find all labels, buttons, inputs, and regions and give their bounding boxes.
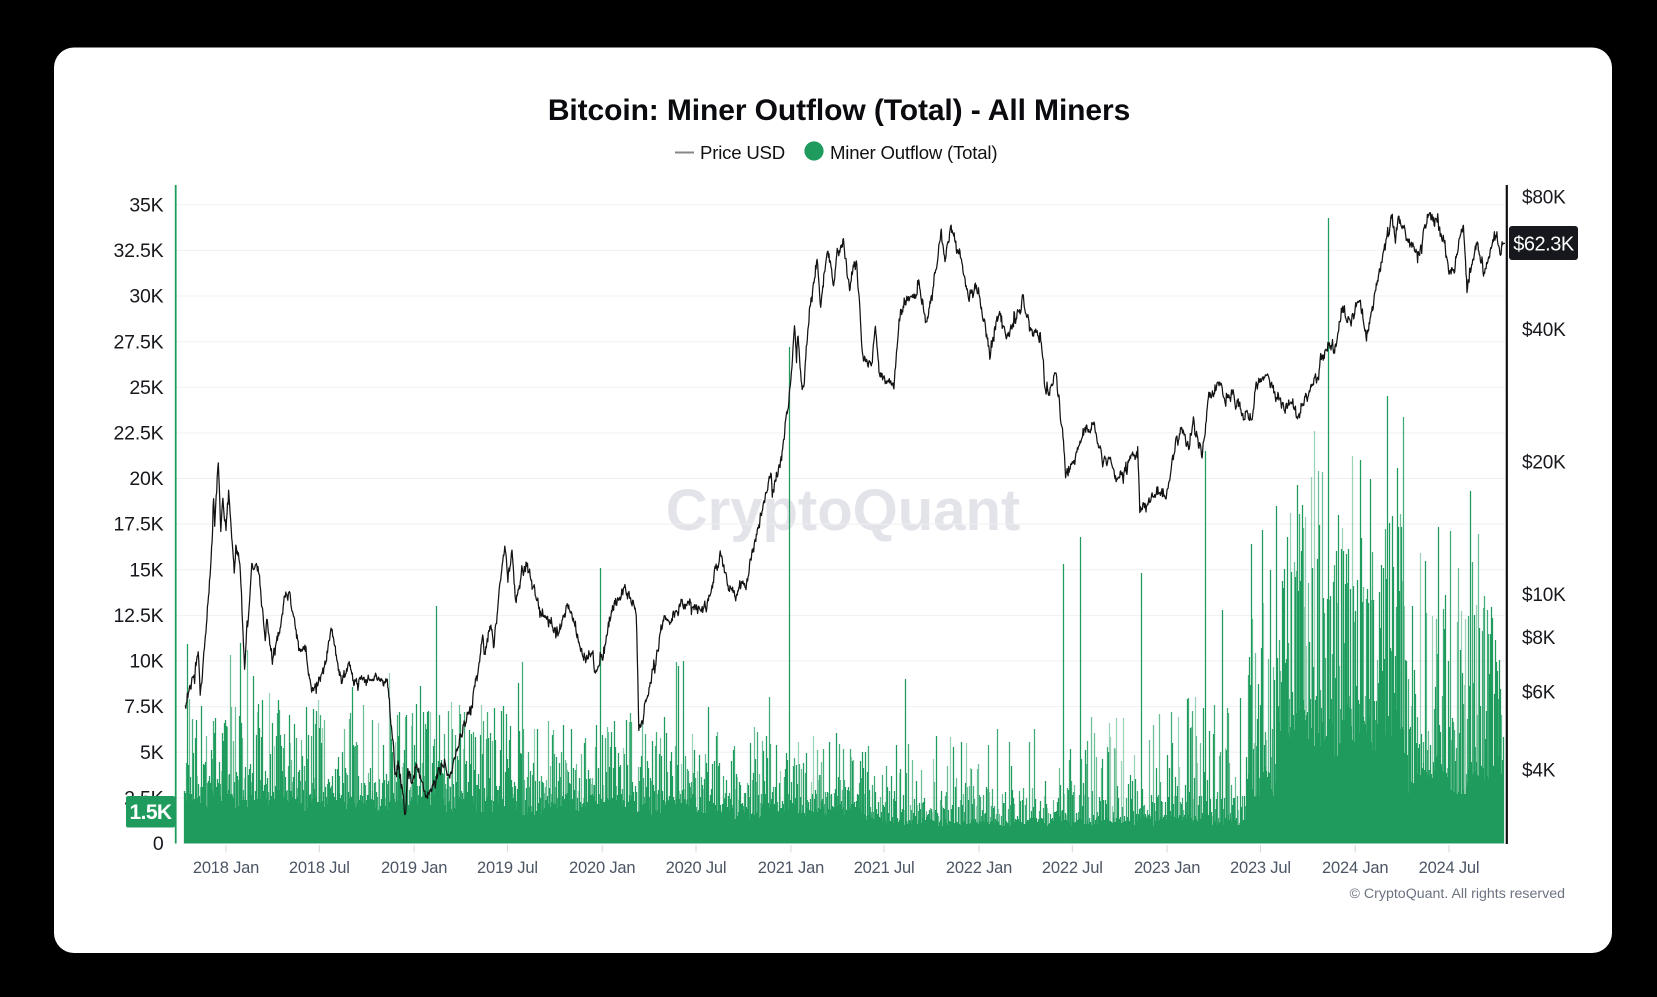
svg-text:$8K: $8K [1522, 628, 1556, 649]
svg-text:2024 Jul: 2024 Jul [1419, 859, 1480, 877]
svg-text:12.5K: 12.5K [114, 605, 164, 627]
svg-text:$6K: $6K [1522, 683, 1556, 704]
svg-text:Price USD: Price USD [700, 142, 785, 163]
svg-text:CryptoQuant: CryptoQuant [666, 478, 1020, 543]
svg-text:Miner Outflow (Total): Miner Outflow (Total) [830, 142, 997, 163]
svg-text:20K: 20K [129, 468, 163, 490]
svg-text:2023 Jul: 2023 Jul [1230, 859, 1291, 877]
svg-text:$4K: $4K [1522, 760, 1556, 781]
svg-text:$20K: $20K [1522, 453, 1566, 474]
svg-text:$80K: $80K [1522, 188, 1566, 209]
svg-text:35K: 35K [129, 194, 163, 216]
svg-text:7.5K: 7.5K [124, 696, 164, 718]
svg-text:2023 Jan: 2023 Jan [1134, 859, 1200, 877]
svg-text:2019 Jul: 2019 Jul [477, 859, 538, 877]
svg-text:2018 Jul: 2018 Jul [289, 859, 350, 877]
svg-text:1.5K: 1.5K [130, 801, 172, 824]
svg-text:$40K: $40K [1522, 320, 1566, 341]
svg-text:2019 Jan: 2019 Jan [381, 859, 447, 877]
svg-text:25K: 25K [129, 377, 163, 399]
svg-text:22.5K: 22.5K [114, 423, 164, 445]
svg-text:2022 Jan: 2022 Jan [946, 859, 1012, 877]
svg-text:Bitcoin: Miner Outflow (Total): Bitcoin: Miner Outflow (Total) - All Min… [548, 94, 1130, 127]
svg-text:2024 Jan: 2024 Jan [1322, 859, 1388, 877]
svg-text:$62.3K: $62.3K [1513, 234, 1575, 256]
svg-text:5K: 5K [140, 742, 164, 764]
svg-text:2021 Jan: 2021 Jan [758, 859, 824, 877]
svg-text:0: 0 [153, 833, 164, 855]
svg-text:2018 Jan: 2018 Jan [193, 859, 259, 877]
svg-text:© CryptoQuant. All rights rese: © CryptoQuant. All rights reserved [1350, 886, 1565, 902]
svg-text:10K: 10K [129, 651, 163, 673]
svg-text:2020 Jul: 2020 Jul [666, 859, 727, 877]
svg-text:30K: 30K [129, 286, 163, 308]
svg-text:2021 Jul: 2021 Jul [854, 859, 915, 877]
svg-text:$10K: $10K [1522, 585, 1566, 606]
svg-text:15K: 15K [129, 559, 163, 581]
svg-text:17.5K: 17.5K [114, 514, 164, 536]
svg-text:27.5K: 27.5K [114, 331, 164, 353]
svg-text:2020 Jan: 2020 Jan [569, 859, 635, 877]
svg-text:2022 Jul: 2022 Jul [1042, 859, 1103, 877]
svg-text:32.5K: 32.5K [114, 240, 164, 262]
